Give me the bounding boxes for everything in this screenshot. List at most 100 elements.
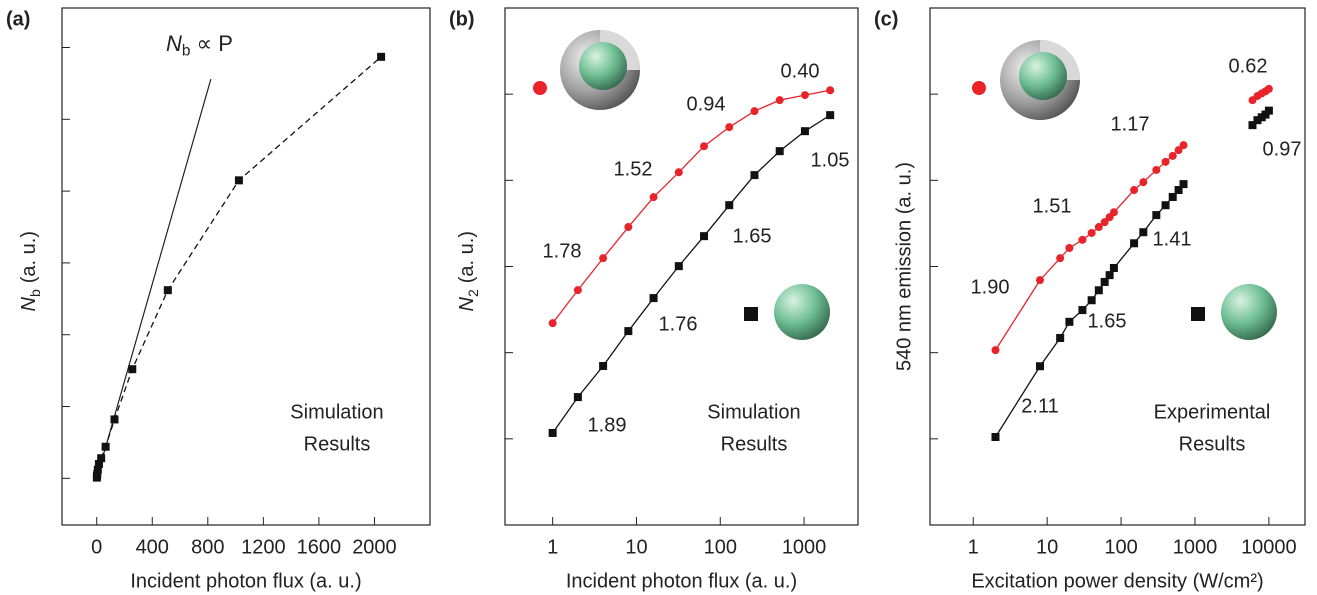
series-line	[552, 114, 831, 434]
subscript: b	[182, 43, 191, 60]
subscript: 2	[465, 289, 481, 297]
data-point	[573, 393, 582, 402]
data-point	[750, 107, 759, 116]
legend-c	[972, 40, 1277, 340]
y-axis-label: 540 nm emission (a. u.)	[893, 162, 915, 371]
data-point	[991, 346, 1000, 355]
data-point	[1100, 277, 1109, 286]
x-tick-label: 100	[704, 536, 737, 558]
slope-label: 1.90	[971, 276, 1010, 298]
legend-circle	[972, 81, 986, 95]
data-point	[94, 459, 103, 468]
note: Results	[304, 433, 371, 455]
slope-label: 1.65	[1088, 310, 1127, 332]
data-point	[1139, 228, 1148, 237]
data-point	[826, 86, 835, 95]
symbol: N	[166, 31, 182, 56]
slope-label: 1.05	[811, 149, 850, 171]
x-tick-label: 10	[1036, 536, 1058, 558]
data-point	[800, 127, 809, 136]
note: Experimental	[1154, 401, 1271, 423]
data-point	[1087, 296, 1096, 305]
note: Results	[721, 433, 788, 455]
data-point	[1109, 208, 1118, 217]
data-point	[674, 168, 683, 177]
data-point	[599, 254, 608, 263]
core-shell-icon	[1000, 40, 1080, 120]
data-point	[1264, 84, 1273, 93]
data-point	[1065, 243, 1074, 252]
data-point	[548, 319, 557, 328]
label-part: (a. u.)	[18, 231, 40, 283]
slope-label: 1.78	[543, 240, 582, 262]
x-tick-label: 10	[625, 536, 647, 558]
data-point	[725, 201, 734, 210]
data-point	[1253, 116, 1262, 125]
symbol-label: Nb ∝ P	[166, 31, 233, 60]
data-point	[775, 96, 784, 105]
data-point	[674, 262, 683, 271]
data-point	[128, 365, 137, 374]
x-tick-label: 10000	[1241, 536, 1297, 558]
data-point	[1174, 146, 1183, 155]
legend-square	[1191, 307, 1205, 321]
data-point	[775, 147, 784, 156]
data-point	[93, 470, 102, 479]
data-point	[1248, 121, 1257, 130]
symbol: N	[18, 297, 40, 312]
x-tick-label: 400	[136, 536, 169, 558]
data-point	[110, 415, 119, 424]
series-line	[552, 89, 831, 324]
slope-label: 0.40	[781, 60, 820, 82]
symbol-label: Nb (a. u.)	[18, 231, 42, 312]
symbol: N	[456, 297, 478, 312]
x-tick-label: 1200	[241, 536, 286, 558]
data-point	[101, 442, 110, 451]
x-tick-label: 1000	[782, 536, 827, 558]
data-point	[1065, 317, 1074, 326]
data-point	[1056, 254, 1065, 263]
data-point	[599, 362, 608, 371]
x-tick-label: 1000	[1173, 536, 1218, 558]
data-point	[1168, 151, 1177, 160]
legend-square	[744, 307, 758, 321]
x-axis-label: Excitation power density (W/cm²)	[971, 570, 1263, 592]
data-point	[991, 433, 1000, 442]
data-point	[1078, 235, 1087, 244]
data-point	[1105, 271, 1114, 280]
slope-label: 2.11	[1021, 395, 1058, 417]
data-point	[1094, 223, 1103, 232]
label-part: ∝ P	[196, 31, 233, 56]
data-point	[1152, 211, 1161, 220]
panel-label: (c)	[874, 8, 898, 30]
data-point	[1139, 178, 1148, 187]
data-point	[624, 223, 633, 232]
x-tick-label: 100	[1104, 536, 1137, 558]
data-point	[234, 176, 243, 185]
data-point	[1078, 306, 1087, 315]
data-point	[1179, 141, 1188, 150]
data-point	[573, 286, 582, 295]
data-point	[1161, 157, 1170, 166]
data-point	[826, 111, 835, 120]
data-point	[700, 142, 709, 151]
data-point	[377, 52, 386, 61]
data-point	[93, 465, 102, 474]
data-point	[1109, 263, 1118, 272]
plot-frame	[61, 7, 431, 526]
x-tick-label: 800	[191, 536, 224, 558]
data-point	[1168, 192, 1177, 201]
slope-label: 1.76	[659, 313, 698, 335]
x-axis-label: Incident photon flux (a. u.)	[130, 570, 361, 592]
data-point	[725, 123, 734, 132]
legend-circle	[533, 81, 547, 95]
note: Results	[1179, 433, 1246, 455]
data-point	[800, 91, 809, 100]
data-point	[1035, 276, 1044, 285]
data-point	[163, 286, 172, 295]
data-point	[700, 232, 709, 241]
note: Simulation	[707, 401, 800, 423]
data-point	[649, 294, 658, 303]
data-point	[1035, 362, 1044, 371]
data-point	[649, 193, 658, 202]
